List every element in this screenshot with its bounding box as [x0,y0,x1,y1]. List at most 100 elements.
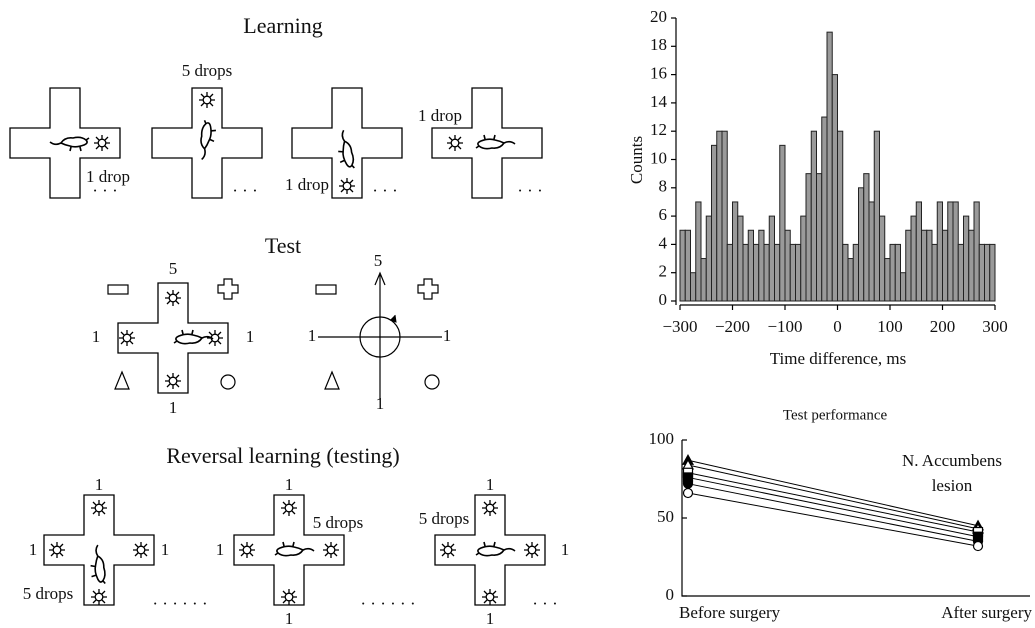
label: · · · · · · [152,594,207,613]
x-tick-label: 300 [982,317,1008,336]
x-tick-label: 0 [833,317,842,336]
bar [864,174,869,301]
chart-title: Test performance [783,407,888,423]
bar [733,202,738,301]
bar [885,259,890,301]
bar [958,244,963,301]
y-tick-label: 8 [659,177,668,196]
label: 1 [376,394,385,413]
bar [817,174,822,301]
x-tick-label: Before surgery [679,603,781,622]
marker [684,479,693,488]
reward [91,589,107,605]
label: 1 [486,609,495,628]
bar [827,32,832,301]
bar [927,230,932,301]
bar [869,202,874,301]
y-tick-label: 100 [649,429,675,448]
bar [880,216,885,301]
bar [717,131,722,301]
bar [706,216,711,301]
y-tick-label: 4 [659,233,668,252]
label: 1 drop [418,106,462,125]
reward [133,542,149,558]
label: 1 [285,475,294,494]
bar [780,145,785,301]
reversal-title: Reversal learning (testing) [166,443,399,468]
label: 1 [285,609,294,628]
bar [759,230,764,301]
reward [239,542,255,558]
label: · · · [517,181,542,200]
bar [874,131,879,301]
bar [785,230,790,301]
label: 1 [169,398,178,417]
bar [801,216,806,301]
label: 1 drop [285,175,329,194]
bar [796,244,801,301]
reward [440,542,456,558]
bar [906,230,911,301]
bar [890,244,895,301]
bar [937,202,942,301]
bar [701,259,706,301]
label: 1 [92,327,101,346]
bar [916,202,921,301]
bar [843,244,848,301]
x-tick-label: −300 [662,317,697,336]
bar [691,273,696,301]
bar [696,202,701,301]
label: 5 [169,259,178,278]
y-tick-label: 2 [659,262,668,281]
label: · · · · · · [360,594,415,613]
bar [832,75,837,301]
minus-symbol [108,285,128,294]
reward [447,135,463,151]
bar [901,273,906,301]
circle-symbol [425,375,439,389]
reward [207,330,223,346]
reward [281,500,297,516]
label: 5 drops [182,61,233,80]
bar [895,244,900,301]
label: 1 [216,540,225,559]
bar [822,117,827,301]
bar [943,230,948,301]
plus-symbol [218,279,238,299]
bar [911,216,916,301]
bar [853,244,858,301]
bar [985,244,990,301]
bar [712,145,717,301]
reward [165,290,181,306]
y-tick-label: 18 [650,35,667,54]
bar [859,188,864,301]
bar [743,244,748,301]
circle-symbol [221,375,235,389]
reward [323,542,339,558]
label: 5 drops [419,509,470,528]
label: 1 [486,475,495,494]
bar [964,216,969,301]
bar [979,244,984,301]
annotation: lesion [932,476,973,495]
x-tick-label: After surgery [941,603,1032,622]
label: 1 [29,540,38,559]
label: 1 [246,327,255,346]
y-tick-label: 14 [650,92,668,111]
bar [806,174,811,301]
bar [848,259,853,301]
reward [482,589,498,605]
label: 1 [443,326,452,345]
bar [764,244,769,301]
label: 5 [374,251,383,270]
test-title: Test [265,233,301,258]
y-tick-label: 20 [650,7,667,26]
bar [775,244,780,301]
y-tick-label: 6 [659,205,668,224]
bar [727,244,732,301]
bar [748,230,753,301]
minus-symbol [316,285,336,294]
y-tick-label: 10 [650,148,667,167]
x-tick-label: 100 [877,317,903,336]
plus-symbol [418,279,438,299]
